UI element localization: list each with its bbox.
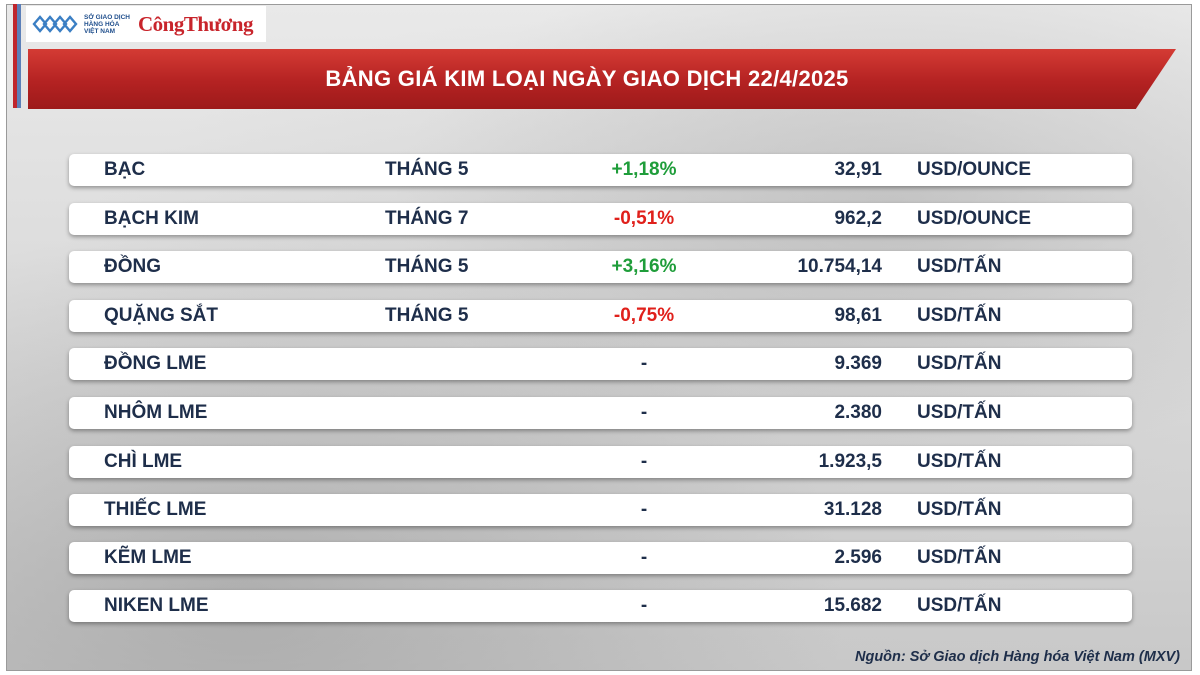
table-row: ĐỒNG LME - 9.369 USD/TẤN [69, 348, 1132, 380]
price-value: 962,2 [834, 208, 882, 229]
contract-month: THÁNG 5 [385, 256, 469, 277]
metal-name: ĐỒNG LME [104, 353, 207, 374]
price-unit: USD/OUNCE [917, 208, 1032, 229]
price-unit: USD/TẤN [917, 451, 1002, 472]
price-change: - [640, 595, 648, 616]
table-row: QUẶNG SẮT THÁNG 5 -0,75% 98,61 USD/TẤN [69, 300, 1132, 332]
price-unit: USD/TẤN [917, 547, 1002, 568]
price-value: 32,91 [834, 159, 882, 180]
price-unit: USD/TẤN [917, 499, 1002, 520]
metal-name: KẼM LME [104, 547, 192, 568]
accent-bar-blue [17, 4, 21, 108]
metal-name: THIẾC LME [104, 499, 207, 520]
table-row: NHÔM LME - 2.380 USD/TẤN [69, 397, 1132, 429]
source-note: Nguồn: Sở Giao dịch Hàng hóa Việt Nam (M… [855, 649, 1180, 665]
table-row: CHÌ LME - 1.923,5 USD/TẤN [69, 446, 1132, 478]
contract-month: THÁNG 5 [385, 159, 469, 180]
price-change: - [640, 499, 648, 520]
price-unit: USD/TẤN [917, 256, 1002, 277]
price-value: 2.596 [834, 547, 882, 568]
price-change: - [640, 547, 648, 568]
price-unit: USD/TẤN [917, 353, 1002, 374]
logo-caption: SỞ GIAO DỊCH HÀNG HÓA VIỆT NAM [84, 13, 130, 35]
metal-name: NIKEN LME [104, 595, 209, 616]
price-value: 31.128 [823, 499, 882, 520]
table-row: KẼM LME - 2.596 USD/TẤN [69, 542, 1132, 574]
logo-bar: SỞ GIAO DỊCH HÀNG HÓA VIỆT NAM CôngThươn… [26, 6, 266, 42]
table-row: BẠCH KIM THÁNG 7 -0,51% 962,2 USD/OUNCE [69, 203, 1132, 235]
page-title: BẢNG GIÁ KIM LOẠI NGÀY GIAO DỊCH 22/4/20… [325, 66, 849, 91]
metal-name: BẠCH KIM [104, 208, 199, 229]
table-row: NIKEN LME - 15.682 USD/TẤN [69, 590, 1132, 622]
metal-name: NHÔM LME [104, 402, 208, 423]
price-change: - [640, 353, 648, 374]
price-unit: USD/TẤN [917, 305, 1002, 326]
table-row: ĐỒNG THÁNG 5 +3,16% 10.754,14 USD/TẤN [69, 251, 1132, 283]
table-row: BẠC THÁNG 5 +1,18% 32,91 USD/OUNCE [69, 154, 1132, 186]
price-change: - [640, 402, 648, 423]
metal-name: BẠC [104, 159, 146, 180]
price-change: +3,16% [611, 256, 677, 277]
metal-name: QUẶNG SẮT [104, 305, 218, 326]
price-change: -0,51% [613, 208, 675, 229]
price-unit: USD/TẤN [917, 595, 1002, 616]
price-value: 1.923,5 [818, 451, 882, 472]
price-change: -0,75% [613, 305, 675, 326]
price-value: 2.380 [834, 402, 882, 423]
metal-name: CHÌ LME [104, 451, 183, 472]
price-value: 10.754,14 [797, 256, 882, 277]
congthuong-logo: CôngThương [138, 11, 253, 36]
price-change: - [640, 451, 648, 472]
price-value: 98,61 [834, 305, 882, 326]
accent-bar-red [13, 4, 17, 108]
mxv-logo-icon [32, 13, 80, 35]
price-value: 9.369 [834, 353, 882, 374]
price-value: 15.682 [823, 595, 882, 616]
price-unit: USD/OUNCE [917, 159, 1032, 180]
table-row: THIẾC LME - 31.128 USD/TẤN [69, 494, 1132, 526]
title-banner: BẢNG GIÁ KIM LOẠI NGÀY GIAO DỊCH 22/4/20… [28, 49, 1176, 109]
contract-month: THÁNG 7 [385, 208, 469, 229]
price-unit: USD/TẤN [917, 402, 1002, 423]
metal-name: ĐỒNG [104, 256, 161, 277]
price-change: +1,18% [611, 159, 677, 180]
contract-month: THÁNG 5 [385, 305, 469, 326]
